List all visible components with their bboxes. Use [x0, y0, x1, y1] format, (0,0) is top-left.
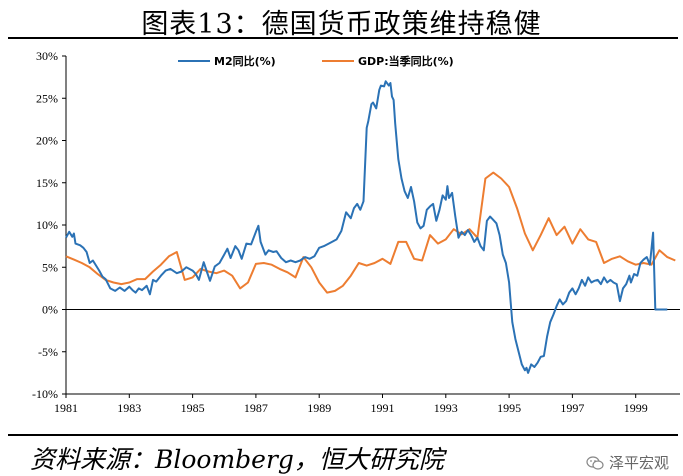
plot-frame — [65, 56, 680, 395]
y-tick-label: -5% — [38, 345, 58, 359]
x-axis: 1981 1983 1985 1987 1989 1991 1993 1995 1997 1999 — [54, 394, 648, 415]
brand-name: 泽平宏观 — [608, 454, 669, 472]
brand-watermark: 泽平宏观 — [586, 452, 669, 473]
series-line — [65, 80, 668, 374]
y-tick-label: 30% — [36, 49, 58, 63]
y-tick-label: 15% — [36, 176, 58, 190]
chart-legend: M2同比(%) GDP:当季同比(%) — [178, 54, 454, 68]
x-tick-label: 1995 — [497, 401, 521, 415]
y-tick-label: 5% — [42, 260, 58, 274]
legend-label: M2同比(%) — [214, 54, 276, 68]
x-tick-label: 1989 — [307, 401, 331, 415]
page-title: 图表13：德国货币政策维持稳健 — [141, 9, 542, 40]
x-tick-label: 1987 — [244, 401, 268, 415]
series-lines — [65, 80, 676, 374]
y-tick-label: 10% — [36, 218, 58, 232]
series-line — [65, 171, 676, 294]
x-tick-label: 1985 — [181, 401, 205, 415]
x-tick-label: 1999 — [624, 401, 648, 415]
y-tick-label: 25% — [36, 91, 58, 105]
x-tick-label: 1981 — [54, 401, 78, 415]
y-axis: 30% 25% 20% 15% 10% 5% 0% -5% -10% — [32, 49, 66, 401]
x-tick-label: 1997 — [560, 401, 584, 415]
y-tick-label: 20% — [36, 134, 58, 148]
wechat-icon — [586, 455, 604, 470]
x-tick-label: 1983 — [117, 401, 141, 415]
y-tick-label: -10% — [32, 387, 58, 401]
source-note: 资料来源：Bloomberg，恒大研究院 — [30, 445, 444, 474]
y-tick-label: 0% — [42, 303, 58, 317]
x-tick-label: 1993 — [434, 401, 458, 415]
m2-gdp-line-chart: 30%25%20%15%10%5%0%-5%-10% 1981 1983 1985 1… — [32, 49, 680, 415]
legend-label: GDP:当季同比(%) — [358, 54, 454, 68]
title-divider — [8, 37, 678, 39]
x-tick-label: 1991 — [370, 401, 394, 415]
source-divider — [8, 434, 678, 436]
